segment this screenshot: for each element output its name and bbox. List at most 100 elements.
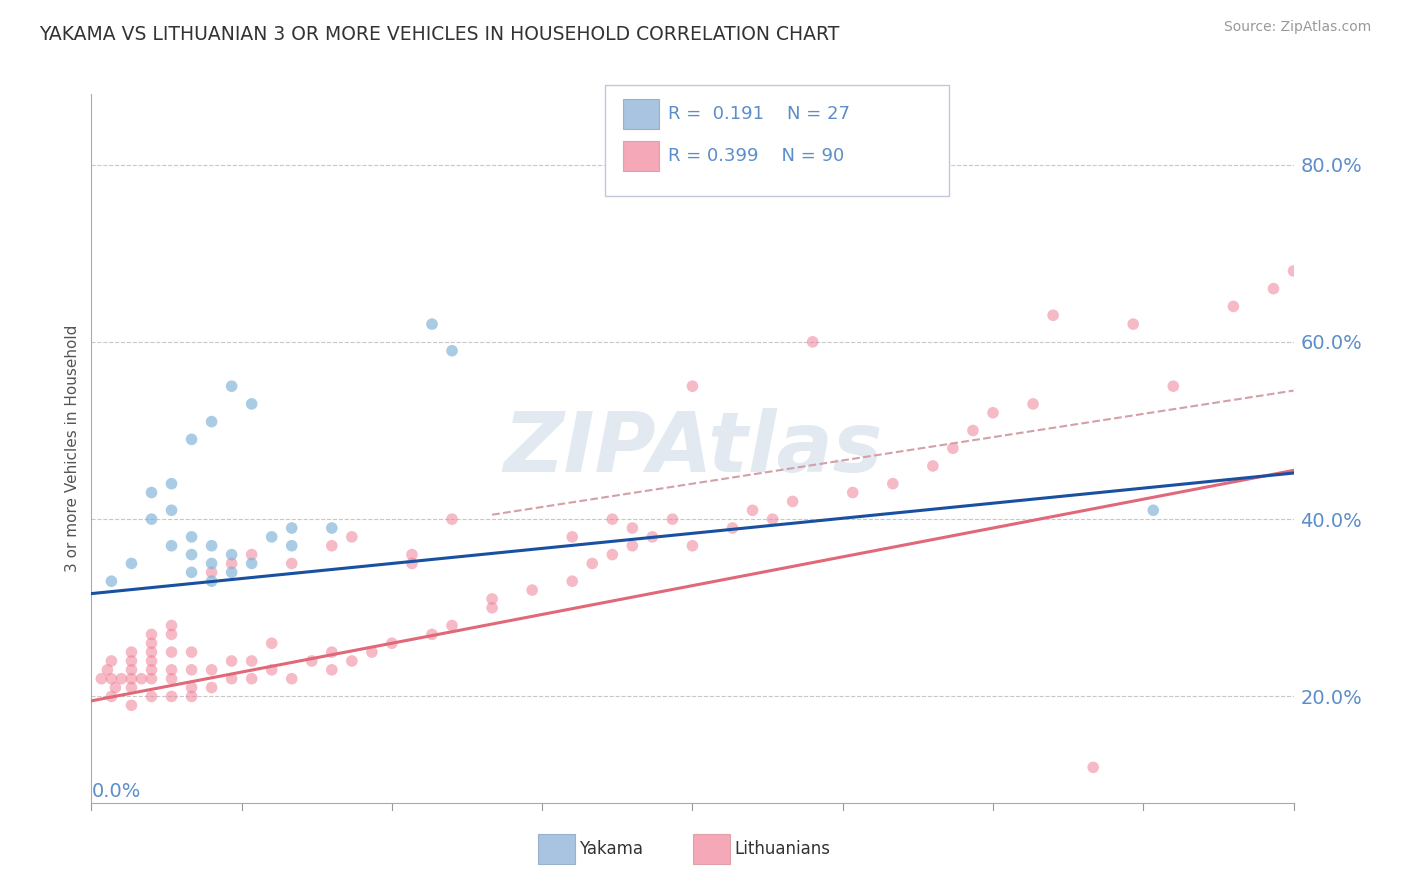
Point bbox=[621, 539, 644, 553]
Point bbox=[180, 663, 202, 677]
Point bbox=[1042, 308, 1064, 322]
Point bbox=[381, 636, 404, 650]
Point bbox=[962, 424, 984, 438]
Point bbox=[882, 476, 904, 491]
Point bbox=[340, 654, 363, 668]
Point bbox=[420, 317, 443, 331]
Point bbox=[221, 379, 243, 393]
Point bbox=[121, 557, 143, 571]
Point bbox=[281, 521, 304, 535]
Point bbox=[141, 627, 163, 641]
Point bbox=[681, 379, 703, 393]
Point bbox=[141, 690, 163, 704]
Point bbox=[90, 672, 112, 686]
Point bbox=[1022, 397, 1045, 411]
Point bbox=[201, 574, 224, 589]
Point bbox=[440, 512, 463, 526]
Point bbox=[180, 530, 202, 544]
Point bbox=[1222, 300, 1244, 314]
Point bbox=[681, 539, 703, 553]
Point bbox=[160, 645, 183, 659]
Point bbox=[141, 645, 163, 659]
Point bbox=[141, 636, 163, 650]
Point bbox=[1122, 317, 1144, 331]
Point bbox=[100, 574, 122, 589]
Point bbox=[281, 672, 304, 686]
Point bbox=[321, 539, 343, 553]
Point bbox=[922, 458, 945, 473]
Point bbox=[141, 485, 163, 500]
Point bbox=[221, 672, 243, 686]
Point bbox=[100, 690, 122, 704]
Point bbox=[762, 512, 785, 526]
Point bbox=[301, 654, 323, 668]
Point bbox=[160, 690, 183, 704]
Point bbox=[201, 681, 224, 695]
Point bbox=[180, 645, 202, 659]
Point bbox=[281, 557, 304, 571]
Point bbox=[160, 627, 183, 641]
Point bbox=[260, 530, 283, 544]
Point bbox=[121, 672, 143, 686]
Point bbox=[641, 530, 664, 544]
Point bbox=[141, 672, 163, 686]
Point bbox=[981, 406, 1004, 420]
Point bbox=[121, 681, 143, 695]
Point bbox=[1083, 760, 1105, 774]
Point bbox=[841, 485, 863, 500]
Point bbox=[100, 654, 122, 668]
Point bbox=[721, 521, 744, 535]
Text: Source: ZipAtlas.com: Source: ZipAtlas.com bbox=[1223, 20, 1371, 34]
Point bbox=[481, 591, 503, 606]
Point bbox=[621, 521, 644, 535]
Text: Lithuanians: Lithuanians bbox=[734, 840, 830, 858]
Point bbox=[561, 574, 583, 589]
Point bbox=[160, 539, 183, 553]
Point bbox=[240, 548, 263, 562]
Point bbox=[104, 681, 127, 695]
Point bbox=[160, 618, 183, 632]
Point bbox=[180, 548, 202, 562]
Point bbox=[440, 618, 463, 632]
Point bbox=[160, 672, 183, 686]
Point bbox=[260, 663, 283, 677]
Point bbox=[240, 672, 263, 686]
Point bbox=[160, 663, 183, 677]
Point bbox=[321, 645, 343, 659]
Point bbox=[141, 663, 163, 677]
Point bbox=[801, 334, 824, 349]
Point bbox=[180, 566, 202, 580]
Point bbox=[96, 663, 118, 677]
Point bbox=[440, 343, 463, 358]
Point bbox=[221, 548, 243, 562]
Point bbox=[221, 557, 243, 571]
Text: R = 0.399    N = 90: R = 0.399 N = 90 bbox=[668, 147, 844, 165]
Point bbox=[1282, 264, 1305, 278]
Point bbox=[522, 583, 544, 598]
Point bbox=[201, 415, 224, 429]
Point bbox=[201, 539, 224, 553]
Point bbox=[1142, 503, 1164, 517]
Point bbox=[401, 548, 423, 562]
Text: 0.0%: 0.0% bbox=[91, 781, 141, 800]
Point bbox=[420, 627, 443, 641]
Point bbox=[260, 636, 283, 650]
Point bbox=[481, 600, 503, 615]
Point bbox=[240, 654, 263, 668]
Point bbox=[121, 654, 143, 668]
Point bbox=[240, 557, 263, 571]
Point bbox=[321, 521, 343, 535]
Point bbox=[160, 503, 183, 517]
Point bbox=[221, 654, 243, 668]
Point bbox=[561, 530, 583, 544]
Point bbox=[782, 494, 804, 508]
Point bbox=[240, 397, 263, 411]
Point bbox=[581, 557, 603, 571]
Text: R =  0.191    N = 27: R = 0.191 N = 27 bbox=[668, 105, 849, 123]
Point bbox=[131, 672, 153, 686]
Point bbox=[160, 476, 183, 491]
Point bbox=[661, 512, 683, 526]
Point bbox=[121, 645, 143, 659]
Y-axis label: 3 or more Vehicles in Household: 3 or more Vehicles in Household bbox=[65, 325, 80, 572]
Point bbox=[401, 557, 423, 571]
